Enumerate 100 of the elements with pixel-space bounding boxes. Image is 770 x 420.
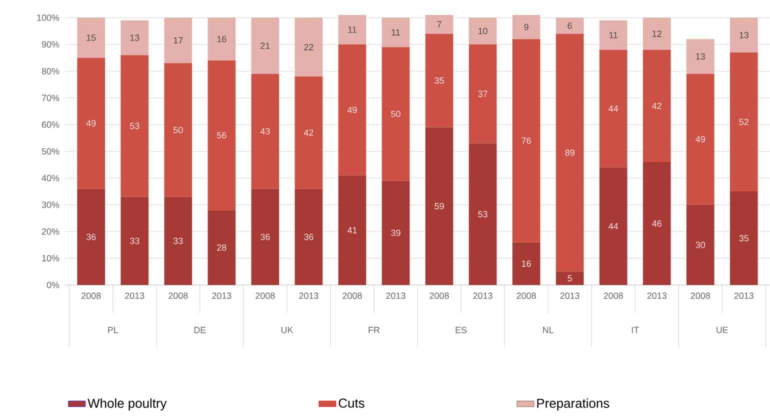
y-tick-label: 10% <box>42 255 60 262</box>
y-tick-label: 40% <box>42 174 60 182</box>
y-tick-label: 60% <box>42 121 60 128</box>
data-label: 53 <box>478 210 488 218</box>
bar <box>382 180 410 286</box>
x-tick-label: 2013 <box>125 292 144 299</box>
bar <box>164 196 192 286</box>
legend-label: Preparations <box>537 398 610 410</box>
data-label: 13 <box>740 32 748 38</box>
bar <box>251 18 280 74</box>
bar <box>686 39 714 74</box>
text: PL <box>108 326 118 334</box>
x-tick-label: 2013 <box>734 292 754 299</box>
bar <box>164 18 192 64</box>
bar <box>686 204 714 286</box>
data-label: 11 <box>348 26 356 33</box>
bar <box>512 242 540 286</box>
x-tick-label: 2008 <box>342 292 362 299</box>
bar <box>686 74 714 205</box>
text: FR <box>368 326 380 334</box>
y-tick-label: 30% <box>42 202 60 208</box>
bar <box>556 18 584 34</box>
bar <box>425 127 454 286</box>
bar <box>208 210 236 286</box>
x-tick-label: 2013 <box>386 292 406 299</box>
bar <box>556 34 584 272</box>
data-label: 15 <box>86 34 96 41</box>
bar <box>730 52 758 192</box>
data-label: 16 <box>217 36 226 42</box>
x-tick-label: 2013 <box>560 292 580 299</box>
bar <box>294 188 323 286</box>
x-tick-label: 2013 <box>647 292 666 299</box>
y-tick-label: 70% <box>42 94 60 102</box>
data-label: 11 <box>392 29 400 36</box>
data-label: 41 <box>347 227 357 234</box>
y-tick-label: 80% <box>42 68 60 74</box>
data-label: 35 <box>434 77 444 84</box>
data-label: 30 <box>696 242 706 248</box>
data-label: 13 <box>130 34 140 41</box>
data-label: 9 <box>524 24 528 30</box>
data-label: 33 <box>130 238 140 244</box>
data-label: 53 <box>130 122 140 130</box>
text: DE <box>194 326 206 334</box>
data-label: 76 <box>522 137 531 144</box>
legend-label: Cuts <box>338 398 364 408</box>
data-label: 36 <box>86 234 96 240</box>
bar <box>512 39 540 242</box>
data-label: 17 <box>174 37 183 44</box>
data-label: 89 <box>565 149 574 156</box>
bar <box>338 44 366 176</box>
data-label: 44 <box>608 223 618 230</box>
data-label: 5 <box>568 275 572 282</box>
x-tick-label: 2008 <box>604 292 623 299</box>
x-tick-label: 2008 <box>516 292 536 299</box>
bar <box>382 47 410 181</box>
bar <box>468 44 497 144</box>
bar <box>642 18 671 50</box>
y-tick-label: 50% <box>42 148 60 155</box>
y-tick-label: 20% <box>42 228 60 235</box>
bar <box>120 55 149 197</box>
y-tick-label: 90% <box>42 41 60 48</box>
bar <box>294 18 323 76</box>
bar <box>642 50 671 162</box>
data-label: 42 <box>652 102 662 110</box>
bar <box>468 143 497 286</box>
text: NL <box>543 326 554 334</box>
x-tick-label: 2008 <box>430 292 449 299</box>
bar <box>338 15 366 44</box>
bar <box>77 18 106 58</box>
text: UK <box>281 326 294 334</box>
x-tick-label: 2013 <box>299 292 318 299</box>
data-label: 46 <box>652 220 662 227</box>
data-label: 33 <box>174 238 183 244</box>
bar <box>77 58 106 189</box>
x-tick-label: 2013 <box>473 292 492 299</box>
text: ES <box>456 326 467 334</box>
data-label: 39 <box>391 230 400 236</box>
data-label: 16 <box>522 260 531 267</box>
data-label: 22 <box>304 44 314 50</box>
data-label: 12 <box>652 30 662 37</box>
y-tick-label: 100% <box>37 14 60 21</box>
bar <box>251 188 280 286</box>
data-label: 7 <box>437 21 442 28</box>
bar <box>251 74 280 189</box>
data-label: 13 <box>696 53 705 60</box>
data-label: 43 <box>260 128 270 134</box>
x-tick-label: 2013 <box>212 292 232 299</box>
bar <box>208 60 236 210</box>
bar <box>730 191 758 286</box>
legend-label: Whole poultry <box>88 398 167 410</box>
data-label: 50 <box>391 110 400 118</box>
bar <box>599 167 628 286</box>
y-tick-label: 0% <box>46 282 60 288</box>
bar <box>556 272 584 286</box>
bar <box>294 76 323 189</box>
data-label: 52 <box>739 118 748 126</box>
data-label: 11 <box>609 32 618 38</box>
data-label: 50 <box>174 126 183 134</box>
data-label: 21 <box>260 42 270 49</box>
x-tick-label: 2008 <box>256 292 275 299</box>
